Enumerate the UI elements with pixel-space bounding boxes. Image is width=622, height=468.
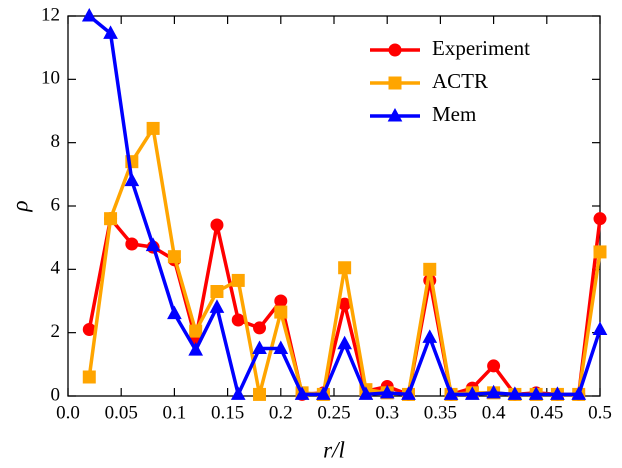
- marker: [125, 237, 139, 251]
- series: [81, 7, 608, 400]
- marker: [401, 386, 416, 400]
- x-axis-label: r/l: [323, 437, 345, 462]
- y-tick-label: 0: [51, 384, 61, 405]
- y-tick-label: 12: [41, 4, 60, 25]
- marker: [81, 7, 97, 22]
- marker: [338, 261, 352, 275]
- x-tick-label: 0.05: [105, 402, 138, 423]
- marker: [103, 25, 118, 39]
- marker: [486, 384, 501, 399]
- marker: [253, 321, 267, 335]
- marker: [423, 262, 437, 276]
- marker: [252, 340, 267, 354]
- y-axis-label: ρ: [7, 200, 32, 212]
- marker: [593, 245, 607, 259]
- marker: [294, 386, 310, 400]
- marker: [464, 386, 480, 400]
- marker: [571, 386, 587, 400]
- marker: [528, 386, 544, 400]
- marker: [316, 386, 331, 400]
- marker: [337, 335, 352, 350]
- legend-entry: ACTR: [370, 69, 488, 93]
- marker: [273, 340, 289, 354]
- marker: [231, 313, 245, 327]
- marker: [550, 386, 565, 400]
- marker: [507, 386, 523, 400]
- marker: [443, 386, 459, 400]
- marker: [167, 305, 182, 320]
- marker: [592, 321, 608, 335]
- x-tick-label: 0.2: [269, 402, 293, 423]
- marker: [146, 121, 160, 135]
- marker: [124, 172, 140, 187]
- marker: [230, 386, 246, 400]
- marker: [167, 250, 181, 264]
- marker: [145, 237, 161, 252]
- marker: [379, 384, 395, 399]
- series: [82, 212, 607, 401]
- marker: [209, 299, 225, 313]
- legend-entry: Mem: [370, 102, 476, 126]
- marker: [231, 273, 245, 287]
- marker: [188, 342, 204, 356]
- marker: [104, 212, 118, 226]
- y-tick-label: 10: [41, 68, 60, 89]
- marker: [253, 387, 267, 401]
- x-tick-label: 0.25: [317, 402, 350, 423]
- legend-entry: Experiment: [370, 36, 530, 60]
- marker: [388, 76, 402, 90]
- x-tick-label: 0.3: [375, 402, 399, 423]
- series: [82, 121, 607, 401]
- y-tick-label: 6: [51, 194, 61, 215]
- y-tick-label: 2: [51, 321, 61, 342]
- marker: [210, 285, 224, 298]
- x-tick-label: 0.45: [530, 402, 563, 423]
- marker: [388, 43, 402, 57]
- x-tick-label: 0.1: [163, 402, 187, 423]
- x-tick-label: 0.5: [588, 402, 612, 423]
- marker: [358, 386, 374, 400]
- marker: [189, 324, 203, 338]
- x-tick-label: 0.4: [482, 402, 506, 423]
- legend-label: Experiment: [432, 36, 530, 60]
- y-tick-label: 8: [51, 131, 61, 152]
- x-tick-label: 0.0: [56, 402, 80, 423]
- marker: [274, 305, 288, 319]
- marker: [210, 218, 224, 232]
- marker: [387, 107, 403, 122]
- marker: [274, 294, 288, 308]
- marker: [593, 212, 607, 226]
- marker: [422, 329, 438, 343]
- marker: [487, 359, 501, 373]
- y-tick-label: 4: [51, 258, 61, 279]
- x-tick-label: 0.15: [211, 402, 244, 423]
- x-tick-label: 0.35: [424, 402, 457, 423]
- marker: [82, 370, 96, 384]
- legend-label: ACTR: [432, 69, 488, 93]
- legend-label: Mem: [432, 102, 476, 126]
